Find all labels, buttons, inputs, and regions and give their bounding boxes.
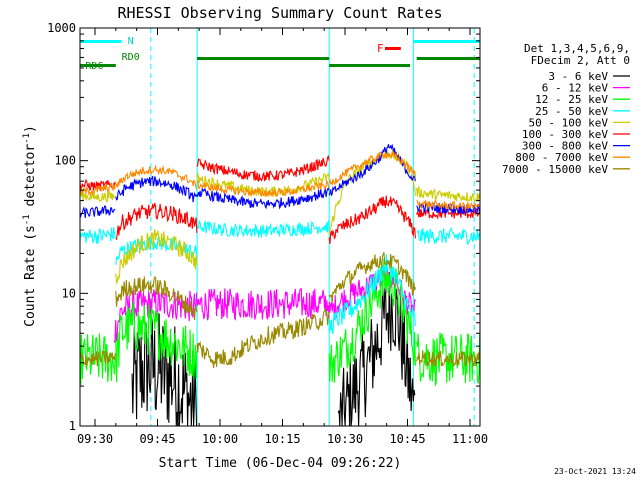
rd0-label: RD0: [122, 52, 140, 63]
axes-layer: 09:30 09:45 10:00 10:15 10:30 10:45 11:00 1 10 10…: [47, 21, 488, 446]
footer-date-stamp: 23-Oct-2021 13:24: [554, 467, 636, 476]
series-line-4: [196, 219, 330, 238]
series-line-7: [196, 186, 330, 210]
series-line-9: [328, 252, 416, 303]
series-line-8: [115, 164, 198, 190]
series-line-6: [416, 206, 481, 220]
x-tick-label: 11:00: [452, 432, 488, 446]
x-tick-label: 10:45: [389, 432, 425, 446]
series-line-9: [196, 306, 330, 368]
rd6-interval-bar: [329, 64, 410, 67]
series-line-7: [79, 205, 116, 218]
plot-frame: [79, 27, 481, 427]
series-line-9: [79, 350, 116, 367]
x-axis-label: Start Time (06-Dec-04 09:26:22): [159, 456, 402, 471]
legend-entry-label: 300 - 800 keV: [522, 140, 608, 153]
x-tick-label: 09:45: [139, 432, 175, 446]
series-line-6: [328, 195, 416, 244]
legend-entry-label: 3 - 6 keV: [548, 70, 608, 83]
y-tick-label: 100: [54, 154, 76, 168]
series-line-1: [131, 313, 198, 427]
night-label: N: [128, 36, 134, 47]
series-line-8: [416, 199, 481, 213]
y-axis-label: Count Rate (s-1 detector-1): [22, 125, 38, 327]
x-tick-label: 10:00: [202, 432, 238, 446]
series-line-2: [196, 288, 330, 321]
series-line-9: [115, 275, 198, 321]
series-line-5: [79, 189, 116, 204]
series-line-3: [79, 333, 116, 385]
legend-entry-label: 100 - 300 keV: [522, 128, 608, 141]
series-line-8: [328, 150, 416, 187]
series-line-4: [416, 226, 481, 245]
series-line-5: [115, 229, 198, 285]
series-line-8: [196, 179, 330, 198]
series-line-7: [115, 176, 198, 203]
flare-label: F: [377, 42, 384, 55]
series-line-3: [416, 332, 481, 387]
legend-header-line-1: Det 1,3,4,5,6,9,: [524, 42, 630, 55]
legend-entry-label: 50 - 100 keV: [529, 116, 609, 129]
rd0-interval-bar: [197, 57, 330, 60]
x-tick-label: 10:30: [327, 432, 363, 446]
series-line-6: [196, 154, 330, 183]
legend-entry-label: 12 - 25 keV: [535, 93, 608, 106]
series-line-9: [416, 350, 481, 367]
legend-entry-label: 7000 - 15000 keV: [502, 163, 608, 176]
y-tick-label: 1: [69, 419, 76, 433]
legend-entry-label: 25 - 50 keV: [535, 105, 608, 118]
legend-entry-label: 800 - 7000 keV: [515, 151, 608, 164]
x-tick-label: 10:15: [264, 432, 300, 446]
chart-title: RHESSI Observing Summary Count Rates: [117, 4, 442, 22]
series-line-4: [79, 227, 116, 244]
series-layer: [79, 143, 481, 427]
series-line-3: [115, 302, 198, 383]
rd6-label: RD6: [85, 61, 103, 72]
night-interval-bar: [80, 40, 122, 43]
legend: Det 1,3,4,5,6,9, FDecim 2, Att 0 3 - 6 k…: [502, 42, 630, 176]
annotation-layer: N F RD0 RD6: [79, 28, 480, 426]
legend-header-line-2: FDecim 2, Att 0: [531, 54, 630, 67]
rd6-interval-bar: [80, 64, 116, 67]
rd0-interval-bar: [416, 57, 480, 60]
x-tick-label: 09:30: [77, 432, 113, 446]
y-tick-label: 1000: [47, 21, 76, 35]
series-line-6: [115, 202, 198, 240]
series-line-5: [416, 185, 481, 202]
series-line-8: [79, 182, 116, 197]
flare-interval-bar: [385, 47, 401, 50]
legend-entry-label: 6 - 12 keV: [542, 82, 609, 95]
night-interval-bar: [413, 40, 480, 43]
series-line-4: [328, 253, 416, 335]
y-tick-label: 10: [62, 286, 76, 300]
